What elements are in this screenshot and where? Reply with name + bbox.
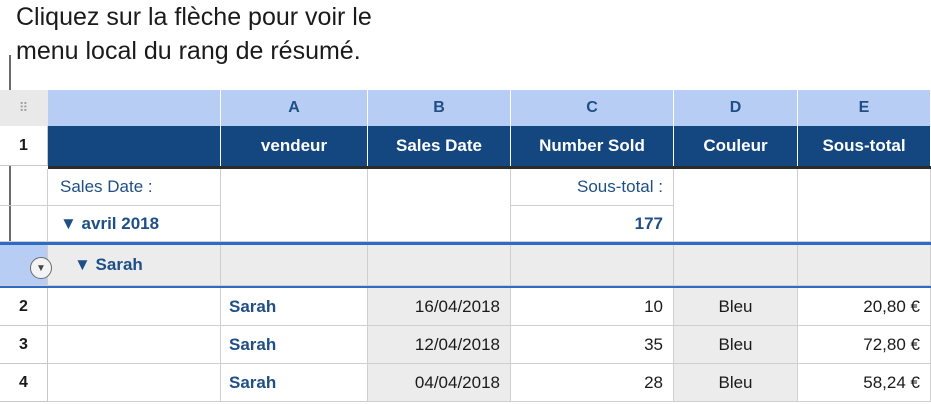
summary-sub-cell[interactable] xyxy=(368,245,511,286)
summary-sub-divider xyxy=(0,286,931,288)
summary-cell[interactable] xyxy=(674,169,798,242)
header-cell-sous-total[interactable]: Sous-total xyxy=(798,126,931,166)
summary-sub-cell[interactable] xyxy=(221,245,368,286)
row-number-1[interactable]: 1 xyxy=(0,126,48,166)
summary-subtotal-label[interactable]: Sous-total : xyxy=(511,169,674,206)
column-header-b[interactable]: B xyxy=(368,90,511,126)
summary-cell[interactable] xyxy=(798,169,931,242)
callout-text: Cliquez sur la flèche pour voir le menu … xyxy=(16,0,616,68)
table-cell[interactable] xyxy=(48,326,221,364)
table-cell-subtotal[interactable]: 58,24 € xyxy=(798,364,931,402)
row-number-3[interactable]: 3 xyxy=(0,326,48,364)
summary-sub-group-cell[interactable]: ▼ Sarah xyxy=(48,245,221,286)
summary-cell[interactable] xyxy=(368,169,511,242)
table-cell-sold[interactable]: 35 xyxy=(511,326,674,364)
callout-line-1: Cliquez sur la flèche pour voir le xyxy=(16,3,372,31)
spreadsheet-table: ⠿ A B C D E 1 vendeur Sales Date Number … xyxy=(0,90,931,404)
table-cell-vendeur[interactable]: Sarah xyxy=(221,364,368,402)
table-cell-date[interactable]: 16/04/2018 xyxy=(368,288,511,326)
popup-arrow-icon[interactable]: ▼ xyxy=(30,257,52,279)
table-cell-date[interactable]: 12/04/2018 xyxy=(368,326,511,364)
table-cell-couleur[interactable]: Bleu xyxy=(674,288,798,326)
column-header-c[interactable]: C xyxy=(511,90,674,126)
table-cell-couleur[interactable]: Bleu xyxy=(674,326,798,364)
table-cell[interactable] xyxy=(48,364,221,402)
header-cell-blank[interactable] xyxy=(48,126,221,166)
summary-cell[interactable] xyxy=(221,169,368,242)
grip-dots-icon[interactable]: ⠿ xyxy=(0,90,48,126)
header-cell-couleur[interactable]: Couleur xyxy=(674,126,798,166)
header-cell-number-sold[interactable]: Number Sold xyxy=(511,126,674,166)
table-cell-vendeur[interactable]: Sarah xyxy=(221,288,368,326)
table-cell-subtotal[interactable]: 72,80 € xyxy=(798,326,931,364)
summary-sub-cell[interactable] xyxy=(798,245,931,286)
summary-sub-cell[interactable] xyxy=(511,245,674,286)
table-cell-vendeur[interactable]: Sarah xyxy=(221,326,368,364)
row-number-blank xyxy=(0,169,48,206)
table-cell-date[interactable]: 04/04/2018 xyxy=(368,364,511,402)
column-header-d[interactable]: D xyxy=(674,90,798,126)
column-header-blank xyxy=(48,90,221,126)
table-cell-sold[interactable]: 28 xyxy=(511,364,674,402)
summary-subtotal-value[interactable]: 177 xyxy=(511,206,674,242)
summary-group-cell[interactable]: ▼ avril 2018 xyxy=(48,206,221,242)
table-cell-sold[interactable]: 10 xyxy=(511,288,674,326)
column-header-e[interactable]: E xyxy=(798,90,931,126)
header-cell-sales-date[interactable]: Sales Date xyxy=(368,126,511,166)
summary-sub-cell[interactable] xyxy=(674,245,798,286)
table-cell[interactable] xyxy=(48,288,221,326)
summary-label-cell[interactable]: Sales Date : xyxy=(48,169,221,206)
row-number-4[interactable]: 4 xyxy=(0,364,48,402)
table-cell-couleur[interactable]: Bleu xyxy=(674,364,798,402)
column-header-a[interactable]: A xyxy=(221,90,368,126)
summary-divider xyxy=(0,242,931,245)
table-cell-subtotal[interactable]: 20,80 € xyxy=(798,288,931,326)
header-cell-vendeur[interactable]: vendeur xyxy=(221,126,368,166)
row-number-2[interactable]: 2 xyxy=(0,288,48,326)
row-number-blank xyxy=(0,206,48,242)
header-divider xyxy=(48,166,931,169)
callout-line-2: menu local du rang de résumé. xyxy=(16,37,361,65)
